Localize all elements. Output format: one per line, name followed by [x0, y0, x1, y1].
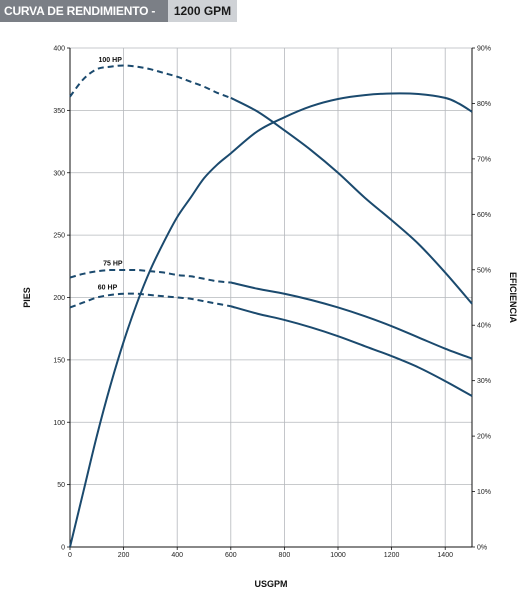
y2-tick-label: 60%: [477, 212, 491, 219]
x-axis-label: USGPM: [254, 579, 287, 589]
x-tick-label: 1200: [384, 552, 400, 559]
x-tick-label: 1000: [330, 552, 346, 559]
y2-tick-label: 20%: [477, 434, 491, 441]
series-line-solid-2: [230, 305, 473, 397]
series-line-dashed-0: [69, 64, 232, 99]
y2-tick-label: 90%: [477, 46, 491, 53]
y-tick-label: 0: [61, 545, 65, 552]
y-tick-label: 100: [53, 420, 65, 427]
series-line-dashed-2: [69, 292, 231, 309]
x-tick-label: 200: [118, 552, 130, 559]
annotations: 100 HP 75 HP 60 HP: [98, 57, 123, 291]
y2-tick-label: 40%: [477, 323, 491, 330]
y-tick-label: 150: [53, 357, 65, 364]
y2-tick-label: 0%: [477, 545, 487, 552]
y-tick-label: 350: [53, 108, 65, 115]
x-tick-label: 400: [171, 552, 183, 559]
axes: [67, 47, 475, 550]
series-annotation: 60 HP: [98, 284, 118, 291]
y-tick-label: 50: [57, 482, 65, 489]
series-annotation: 100 HP: [99, 57, 123, 64]
series-line-solid-0: [230, 97, 473, 305]
efficiency-curve: [69, 92, 473, 548]
series-line-solid-1: [230, 281, 473, 360]
x-tick-label: 800: [279, 552, 291, 559]
y2-tick-label: 30%: [477, 378, 491, 385]
y2-tick-label: 50%: [477, 267, 491, 274]
y2-tick-label: 70%: [477, 156, 491, 163]
chart-title: CURVA DE RENDIMIENTO - STS 9": [0, 0, 168, 40]
y2-tick-label: 80%: [477, 101, 491, 108]
x-tick-label: 600: [225, 552, 237, 559]
y-tick-label: 300: [53, 170, 65, 177]
y-tick-label: 250: [53, 233, 65, 240]
capacity-badge: 1200 GPM: [168, 0, 237, 22]
y2-axis-label: EFICIENCIA: [508, 272, 518, 324]
chart-header: CURVA DE RENDIMIENTO - STS 9" 1200 GPM: [0, 0, 237, 40]
y-tick-label: 400: [53, 46, 65, 53]
series-lines: [69, 64, 473, 548]
y-tick-label: 200: [53, 295, 65, 302]
y2-tick-label: 10%: [477, 489, 491, 496]
x-tick-label: 0: [68, 552, 72, 559]
series-annotation: 75 HP: [103, 261, 123, 268]
tick-labels: 0 200 400 600 800 1000 1200 1400 0 50 100 150 200 250…: [53, 46, 491, 560]
y-axis-label: PIES: [22, 287, 32, 308]
x-tick-label: 1400: [437, 552, 453, 559]
